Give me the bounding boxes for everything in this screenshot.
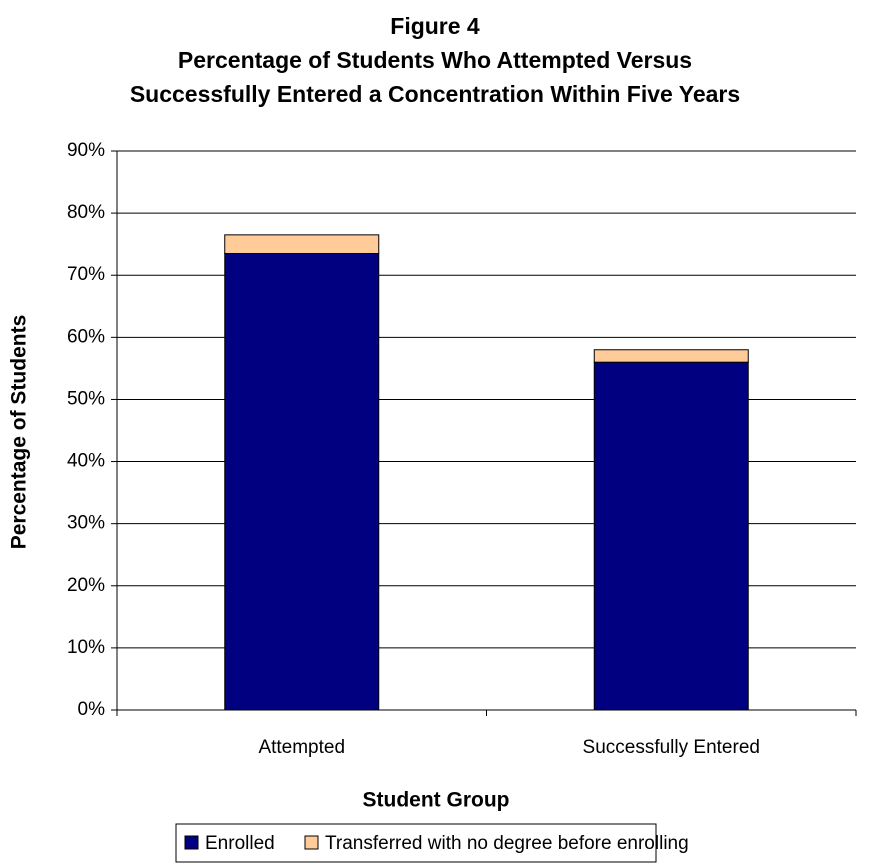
x-tick-label: Attempted <box>258 737 345 758</box>
bar-segment <box>593 361 749 711</box>
axes <box>116 151 857 716</box>
x-axis-title: Student Group <box>363 789 510 812</box>
y-tick-label: 20% <box>67 575 105 596</box>
bar-segment <box>224 252 380 711</box>
y-tick-label: 30% <box>67 513 105 534</box>
y-tick-label: 90% <box>67 140 105 161</box>
y-tick-label: 70% <box>67 264 105 285</box>
legend-frame <box>175 823 657 863</box>
bar-segment <box>593 349 749 363</box>
y-axis-title: Percentage of Students <box>8 315 31 550</box>
chart-title-line-2: Percentage of Students Who Attempted Ver… <box>178 47 692 73</box>
legend-label-transferred: Transferred with no degree before enroll… <box>325 833 689 854</box>
legend-label-enrolled: Enrolled <box>205 833 275 854</box>
bar-segment <box>224 234 380 254</box>
bars <box>224 234 749 711</box>
chart-title-line-3: Successfully Entered a Concentration Wit… <box>130 81 740 107</box>
y-tick-label: 0% <box>78 699 106 720</box>
y-tick-labels: 0% 10% 20% 30% 40% 50% 60% 70% 80% 90% <box>67 140 105 720</box>
y-tick-label: 10% <box>67 637 105 658</box>
chart-title-line-1: Figure 4 <box>390 13 480 39</box>
legend-swatch-transferred <box>304 835 319 850</box>
y-tick-label: 60% <box>67 326 105 347</box>
legend-swatch-enrolled <box>184 835 199 850</box>
y-tick-label: 80% <box>67 202 105 223</box>
y-tick-label: 40% <box>67 451 105 472</box>
x-tick-labels: Attempted Successfully Entered <box>258 737 760 758</box>
x-tick-label: Successfully Entered <box>583 737 760 758</box>
legend: Enrolled Transferred with no degree befo… <box>175 823 689 863</box>
y-tick-label: 50% <box>67 388 105 409</box>
